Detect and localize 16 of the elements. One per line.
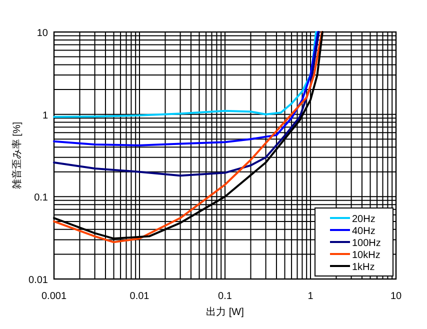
x-axis-title: 出力 [W] <box>206 306 244 318</box>
legend-label: 20Hz <box>352 214 376 225</box>
x-tick-label: 1 <box>308 291 314 302</box>
legend-label: 100Hz <box>352 238 381 249</box>
y-tick-label: 1 <box>42 110 48 122</box>
y-tick-label: 0.01 <box>28 275 48 286</box>
y-tick-label: 0.1 <box>34 192 48 204</box>
x-tick-label: 10 <box>390 291 402 302</box>
x-tick-label: 0.01 <box>130 291 150 302</box>
legend-label: 1kHz <box>352 262 375 273</box>
y-axis-title: 雑音歪み率 [%] <box>11 122 23 190</box>
y-tick-label: 10 <box>36 28 48 39</box>
x-tick-label: 0.1 <box>218 291 232 302</box>
x-tick-label: 0.001 <box>41 291 67 302</box>
legend-label: 40Hz <box>352 226 376 237</box>
legend-label: 10kHz <box>352 250 380 261</box>
